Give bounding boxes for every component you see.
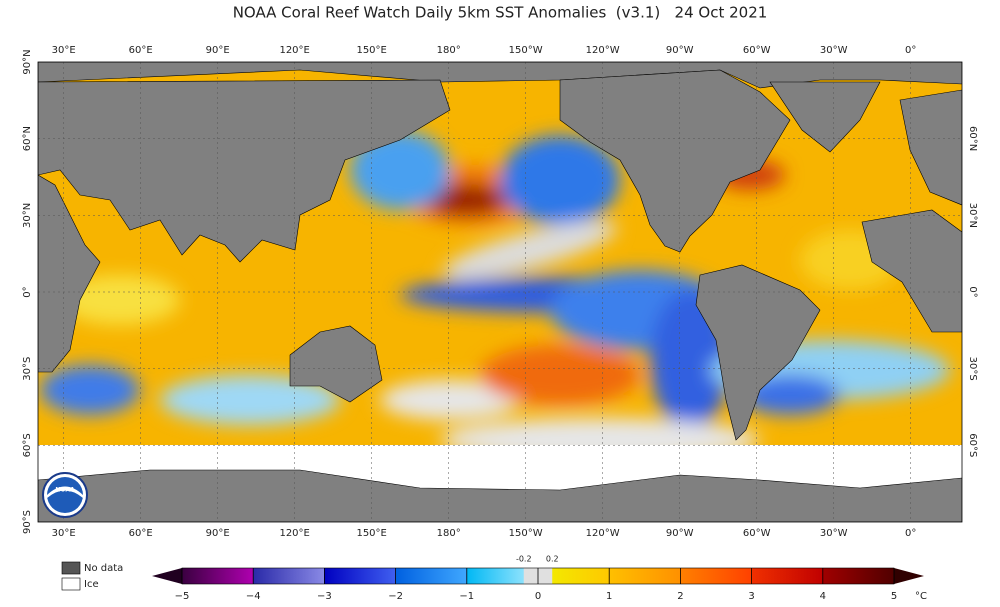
lon-label-bottom: 150°W [509, 528, 543, 539]
lon-label-bottom: 0° [905, 528, 916, 539]
noaa-logo: NOAA [42, 472, 88, 518]
ice-swatch [61, 577, 81, 591]
colorbar-segment [822, 568, 895, 584]
colorbar-tick-label: −2 [388, 591, 403, 602]
lon-label-bottom: 120°E [279, 528, 309, 539]
colorbar-segment [538, 568, 610, 584]
colorbar-segment [680, 568, 753, 584]
lon-label-top: 30°W [820, 45, 848, 56]
colorbar: −5 −4 −3 −2 −1 0 1 2 3 4 5 -0.2 0.2 °C [152, 555, 927, 602]
lon-label-bottom: 30°W [820, 528, 848, 539]
sst-map [38, 62, 962, 522]
lat-label-right: 30°S [967, 357, 978, 381]
map-frame [37, 61, 963, 523]
lat-label-left: 60°N [22, 126, 33, 151]
colorbar-tick-label: 1 [606, 591, 612, 602]
lon-label-top: 180° [437, 45, 461, 56]
colorbar-segment [324, 568, 397, 584]
lat-label-left: 90°S [22, 510, 33, 534]
lon-label-bottom: 150°E [356, 528, 386, 539]
svg-text:NOAA: NOAA [55, 487, 75, 494]
lat-label-right: 60°N [967, 126, 978, 151]
lon-label-top: 60°W [743, 45, 771, 56]
colorbar-tick-label: 3 [748, 591, 754, 602]
lat-label-left: 30°S [22, 357, 33, 381]
legend-ice: Ice [84, 579, 99, 590]
lon-label-bottom: 90°W [666, 528, 694, 539]
lon-label-top: 90°W [666, 45, 694, 56]
lat-label-left: 60°S [22, 433, 33, 457]
lat-label-left: 0° [22, 286, 33, 297]
colorbar-tick-label: −5 [175, 591, 190, 602]
colorbar-segment [466, 568, 539, 584]
colorbar-tick-label: 2 [677, 591, 683, 602]
lon-label-bottom: 120°W [586, 528, 620, 539]
lon-label-top: 60°E [129, 45, 153, 56]
lat-label-left: 90°N [22, 49, 33, 74]
lon-label-top: 30°E [52, 45, 76, 56]
lon-label-top: 0° [905, 45, 916, 56]
lat-label-left: 30°N [22, 203, 33, 228]
colorbar-tick-label: 4 [820, 591, 826, 602]
lat-label-right: 60°S [967, 433, 978, 457]
colorbar-tick-label: −3 [317, 591, 332, 602]
colorbar-min-arrow [152, 568, 182, 584]
colorbar-tick-label: 5 [891, 591, 897, 602]
lon-label-bottom: 60°W [743, 528, 771, 539]
title: NOAA Coral Reef Watch Daily 5km SST Anom… [233, 4, 768, 22]
lon-label-top: 150°E [356, 45, 386, 56]
lon-label-bottom: 30°E [52, 528, 76, 539]
colorbar-inner-label: -0.2 [516, 555, 532, 564]
colorbar-max-arrow [894, 568, 924, 584]
no-data-swatch [61, 561, 81, 575]
lon-label-top: 90°E [206, 45, 230, 56]
colorbar-segment [751, 568, 824, 584]
lon-label-top: 120°W [586, 45, 620, 56]
lon-label-bottom: 90°E [206, 528, 230, 539]
lon-label-bottom: 180° [437, 528, 461, 539]
colorbar-segment [182, 568, 254, 584]
colorbar-segment [253, 568, 325, 584]
lat-label-right: 30°N [967, 203, 978, 228]
lon-label-top: 120°E [279, 45, 309, 56]
colorbar-tick-label: −4 [246, 591, 261, 602]
colorbar-unit: °C [915, 591, 927, 602]
colorbar-segment [395, 568, 468, 584]
lat-label-right: 0° [967, 286, 978, 297]
legend-no-data: No data [84, 563, 123, 574]
lon-label-bottom: 60°E [129, 528, 153, 539]
colorbar-tick-label: −1 [459, 591, 474, 602]
colorbar-segment [609, 568, 681, 584]
colorbar-inner-label: 0.2 [546, 555, 559, 564]
lon-label-top: 150°W [509, 45, 543, 56]
colorbar-tick-label: 0 [535, 591, 541, 602]
